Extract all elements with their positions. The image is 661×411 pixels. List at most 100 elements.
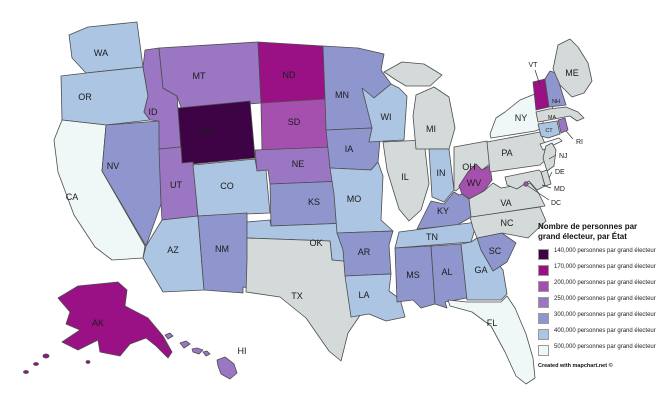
legend-items: 140,000 personnes par grand électeur 170… — [538, 248, 658, 356]
state-label-MO: MO — [347, 194, 362, 204]
state-FL[interactable] — [447, 295, 536, 385]
state-label-WA: WA — [94, 48, 108, 58]
leader-line-NJ — [548, 154, 557, 160]
legend-item: 170,000 personnes par grand électeur — [538, 264, 658, 276]
legend-swatch — [538, 297, 549, 308]
state-label-MS: MS — [406, 270, 420, 280]
state-KY[interactable] — [416, 191, 478, 230]
legend-item-label: 250,000 personnes par grand électeur — [554, 296, 656, 302]
state-WY[interactable] — [177, 100, 256, 166]
state-PA[interactable] — [486, 131, 549, 173]
state-label-TN: TN — [426, 232, 438, 242]
state-AK-island[interactable] — [23, 370, 29, 374]
state-HI-island[interactable] — [202, 350, 211, 357]
legend-item: 500,000 personnes par grand électeur — [538, 344, 658, 356]
state-ME[interactable] — [552, 38, 593, 98]
state-MO[interactable] — [329, 161, 394, 234]
state-NC[interactable] — [469, 206, 547, 239]
state-AK-island[interactable] — [85, 360, 91, 364]
state-label-KY: KY — [437, 206, 449, 216]
state-NM[interactable] — [197, 212, 249, 294]
state-NH[interactable] — [544, 70, 567, 108]
state-NV[interactable] — [101, 120, 162, 247]
state-label-MT: MT — [193, 71, 206, 81]
leader-line-DC — [527, 185, 550, 201]
state-VA[interactable] — [468, 182, 546, 218]
state-label-AR: AR — [358, 247, 371, 257]
state-label-IL: IL — [401, 172, 409, 182]
legend-item: 200,000 personnes par grand électeur — [538, 280, 658, 292]
state-label-GA: GA — [474, 265, 487, 275]
legend-item-label: 200,000 personnes par grand électeur — [554, 280, 656, 286]
state-CT[interactable] — [537, 120, 561, 139]
leader-line-VT — [534, 69, 541, 86]
state-label-MA: MA — [548, 115, 557, 121]
state-MI[interactable] — [412, 86, 456, 150]
state-NJ[interactable] — [542, 142, 557, 172]
state-HI-island[interactable] — [191, 347, 204, 355]
state-label-NM: NM — [215, 244, 229, 254]
legend: Nombre de personnes par grand électeur, … — [538, 222, 658, 369]
state-label-UT: UT — [170, 180, 182, 190]
state-RI[interactable] — [557, 117, 569, 134]
legend-item: 250,000 personnes par grand électeur — [538, 296, 658, 308]
legend-item-label: 140,000 personnes par grand électeur — [554, 248, 656, 254]
state-label-WY: WY — [200, 126, 215, 136]
legend-swatch — [538, 281, 549, 292]
state-IN[interactable] — [428, 148, 455, 203]
state-MA[interactable] — [535, 106, 585, 123]
state-label-AZ: AZ — [167, 245, 179, 255]
state-AK-island[interactable] — [33, 362, 39, 366]
state-TX[interactable] — [245, 237, 373, 362]
legend-item-label: 170,000 personnes par grand électeur — [554, 264, 656, 270]
state-label-DE: DE — [555, 169, 565, 176]
state-label-OH: OH — [462, 162, 476, 172]
legend-item-label: 400,000 personnes par grand électeur — [554, 328, 656, 334]
state-AK[interactable] — [57, 281, 173, 359]
state-MI-upper-peninsula[interactable] — [383, 61, 443, 87]
state-AK-island[interactable] — [161, 343, 167, 349]
legend-swatch — [538, 313, 549, 324]
state-label-FL: FL — [487, 318, 498, 328]
legend-item: 140,000 personnes par grand électeur — [538, 248, 658, 260]
leader-line-MD — [541, 184, 552, 189]
state-LA[interactable] — [344, 273, 406, 322]
state-label-WV: WV — [467, 178, 482, 188]
state-label-CO: CO — [220, 181, 234, 191]
legend-swatch — [538, 265, 549, 276]
state-WI[interactable] — [361, 83, 408, 143]
legend-title: Nombre de personnes par grand électeur, … — [538, 222, 638, 241]
state-label-HI: HI — [238, 346, 247, 356]
legend-item: 300,000 personnes par grand électeur — [538, 312, 658, 324]
state-AK-island[interactable] — [42, 353, 50, 359]
state-label-LA: LA — [358, 290, 369, 300]
state-GA[interactable] — [460, 237, 508, 301]
state-label-AL: AL — [441, 267, 452, 277]
state-label-CA: CA — [66, 192, 79, 202]
state-label-WI: WI — [381, 112, 392, 122]
state-label-NJ: NJ — [559, 153, 568, 160]
state-HI-island[interactable] — [164, 332, 174, 340]
state-label-PA: PA — [501, 148, 512, 158]
map-credit: Created with mapchart.net © — [538, 363, 613, 369]
legend-item-label: 300,000 personnes par grand électeur — [554, 312, 656, 318]
legend-swatch — [538, 329, 549, 340]
state-DC[interactable] — [523, 181, 529, 187]
state-label-DC: DC — [551, 200, 561, 207]
state-HI[interactable] — [216, 356, 238, 380]
state-label-OR: OR — [78, 92, 92, 102]
state-label-NH: NH — [552, 99, 560, 105]
leader-line-DE — [548, 171, 553, 179]
state-label-CT: CT — [545, 128, 553, 134]
state-label-AK: AK — [92, 318, 104, 328]
state-OR[interactable] — [60, 66, 151, 126]
state-label-KS: KS — [308, 197, 320, 207]
state-label-IA: IA — [345, 144, 354, 154]
state-MD[interactable] — [504, 169, 546, 191]
state-label-VT: VT — [529, 62, 539, 69]
state-HI-island[interactable] — [179, 340, 191, 349]
legend-item: 400,000 personnes par grand électeur — [538, 328, 658, 340]
state-label-SC: SC — [489, 246, 502, 256]
